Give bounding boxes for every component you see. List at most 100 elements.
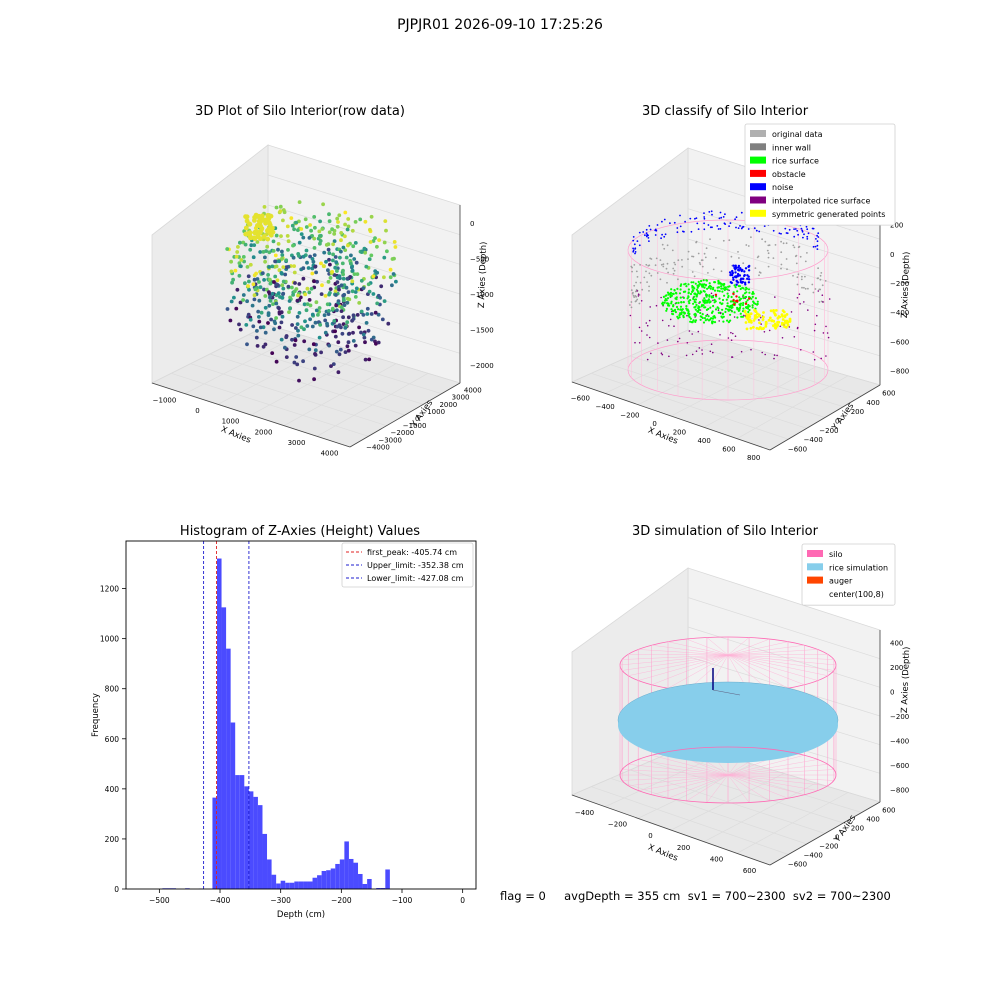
cls-inner-wall-point xyxy=(698,261,701,264)
cls-inner-wall-point xyxy=(662,265,665,268)
cls-noise-point xyxy=(717,228,720,230)
cls-interpolated-point xyxy=(666,339,669,341)
cls-noise-point xyxy=(703,217,706,220)
sim-silo-roof-spoke xyxy=(727,649,818,656)
cls-rice-surface-point xyxy=(716,289,719,292)
cls-rice-surface-point xyxy=(672,310,675,313)
cls-interpolated-point xyxy=(730,339,733,341)
cls-noise-point xyxy=(735,280,739,283)
raw-point xyxy=(253,287,258,292)
cls-interpolated-point xyxy=(820,357,822,360)
cls-inner-wall-point xyxy=(632,294,635,297)
cls-interpolated-point xyxy=(712,351,714,354)
raw-z-tick-label: 0 xyxy=(470,220,474,228)
raw-point xyxy=(331,362,336,366)
cls-noise-point xyxy=(806,235,809,238)
cls-inner-wall-point xyxy=(799,255,802,258)
cls-interpolated-point xyxy=(637,295,640,297)
raw-point xyxy=(257,315,261,319)
raw-point xyxy=(250,303,255,308)
raw-point xyxy=(241,293,246,297)
raw-point xyxy=(357,301,362,305)
cls-inner-wall-point xyxy=(660,263,663,266)
cls-inner-wall-point xyxy=(707,272,709,274)
panel-simulation-title: 3D simulation of Silo Interior xyxy=(632,524,818,539)
raw-point xyxy=(263,259,267,264)
raw-point xyxy=(261,344,266,349)
sim-silo-floor-spoke xyxy=(651,774,729,795)
histogram-bar xyxy=(335,863,340,889)
cls-interpolated-point xyxy=(640,330,643,332)
raw-point xyxy=(350,289,355,294)
raw-point xyxy=(336,340,341,345)
raw-point xyxy=(351,244,356,249)
cls-inner-wall-point xyxy=(666,281,668,284)
cls-x-tick-label: −400 xyxy=(596,403,615,411)
cls-interpolated-point xyxy=(709,350,712,353)
cls-noise-point xyxy=(648,240,650,242)
cls-noise-point xyxy=(636,240,639,242)
raw-point xyxy=(258,219,263,225)
raw-point xyxy=(298,295,303,300)
cls-inner-wall-point xyxy=(712,268,715,271)
cls-rice-surface-point xyxy=(689,320,692,323)
cls-noise-point xyxy=(758,230,761,233)
sim-silo-floor-spoke xyxy=(727,774,770,802)
sim-silo-floor-spoke xyxy=(727,774,750,803)
raw-point xyxy=(272,280,276,284)
cls-rice-surface-point xyxy=(702,304,705,307)
cls-interpolated-point xyxy=(761,351,763,354)
cls-inner-wall-point xyxy=(720,270,723,273)
raw-point xyxy=(255,344,260,348)
cls-inner-wall-point xyxy=(691,255,693,258)
cls-inner-wall-point xyxy=(811,283,814,286)
figure-title: PJPJR01 2026-09-10 17:25:26 xyxy=(397,17,603,33)
raw-point xyxy=(367,257,372,262)
cls-interpolated-point xyxy=(730,331,732,334)
cls-noise-point xyxy=(656,224,659,226)
raw-point xyxy=(308,254,312,259)
cls-noise-point xyxy=(802,236,804,239)
raw-point xyxy=(386,321,391,326)
raw-point xyxy=(273,321,278,326)
cls-noise-point xyxy=(780,232,782,235)
cls-noise-point xyxy=(800,227,803,230)
raw-point xyxy=(266,313,271,317)
raw-point xyxy=(334,349,339,354)
cls-interpolated-point xyxy=(718,320,720,322)
cls-symmetric-point xyxy=(755,315,759,319)
raw-point xyxy=(267,303,272,308)
x-tick-label: 0 xyxy=(460,896,465,905)
cls-legend-swatch xyxy=(750,183,766,191)
raw-point xyxy=(248,262,253,267)
raw-point xyxy=(361,286,366,290)
cls-interpolated-point xyxy=(686,314,688,317)
cls-inner-wall-point xyxy=(635,281,637,284)
raw-point xyxy=(337,287,341,292)
cls-noise-point xyxy=(638,244,641,247)
cls-rice-surface-point xyxy=(751,304,754,307)
cls-rice-surface-point xyxy=(738,285,742,288)
raw-point xyxy=(313,352,317,356)
raw-point xyxy=(312,236,317,241)
raw-point xyxy=(243,214,248,219)
raw-point xyxy=(343,350,348,354)
raw-point xyxy=(305,260,309,265)
cls-rice-surface-point xyxy=(697,305,700,308)
raw-y-tick-label: 2000 xyxy=(439,401,457,409)
raw-point xyxy=(279,320,284,325)
raw-point xyxy=(362,246,367,251)
cls-interpolated-point xyxy=(803,301,805,303)
cls-inner-wall-point xyxy=(709,238,711,241)
cls-symmetric-point xyxy=(782,310,786,314)
raw-point xyxy=(363,219,368,224)
raw-point xyxy=(229,269,234,274)
cls-inner-wall-point xyxy=(821,284,824,287)
cls-interpolated-point xyxy=(727,337,730,339)
raw-point xyxy=(243,225,249,231)
cls-legend-label: interpolated rice surface xyxy=(772,197,870,206)
cls-rice-surface-point xyxy=(706,299,709,303)
cls-noise-point xyxy=(722,216,725,218)
raw-point xyxy=(343,210,348,215)
cls-rice-surface-point xyxy=(726,302,729,305)
